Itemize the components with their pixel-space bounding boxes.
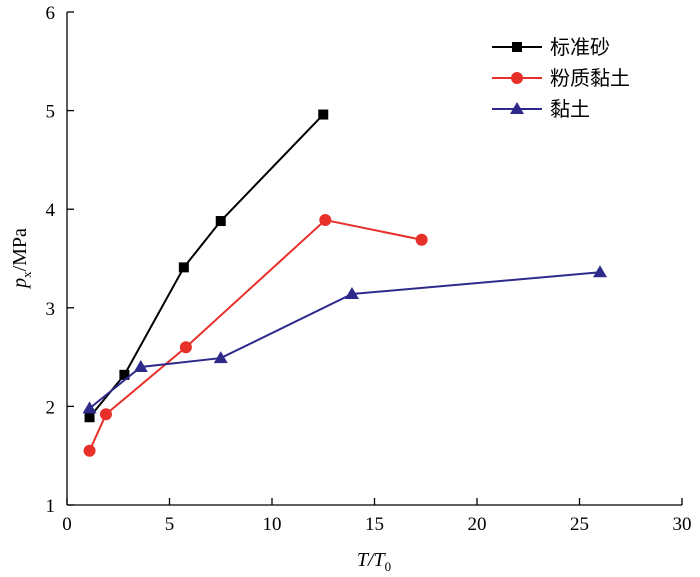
data-point <box>318 109 329 120</box>
legend-item: 标准砂 <box>492 35 610 59</box>
data-point <box>83 444 96 457</box>
x-axis-label-sub: 0 <box>385 559 392 574</box>
data-point <box>344 286 359 299</box>
legend-marker <box>510 102 524 114</box>
legend-label: 标准砂 <box>550 35 610 59</box>
legend-item: 黏土 <box>492 97 590 121</box>
data-point <box>415 233 428 246</box>
data-point <box>213 351 228 364</box>
x-tick-label: 10 <box>263 514 282 535</box>
x-tick-label: 5 <box>165 514 175 535</box>
y-tick-label: 1 <box>46 496 56 517</box>
series-line <box>88 271 601 410</box>
x-axis-label-main: T/T <box>357 549 387 571</box>
data-point <box>133 359 148 372</box>
x-tick-label: 0 <box>62 514 72 535</box>
legend-item: 粉质黏土 <box>492 66 630 90</box>
y-axis-label-main: p <box>9 278 31 290</box>
x-axis-label: T/T0 <box>357 549 391 574</box>
series-1 <box>84 109 329 423</box>
y-axis-label-rest: /MPa <box>9 228 31 271</box>
data-point <box>179 341 192 354</box>
y-tick-label: 5 <box>46 102 56 123</box>
data-point <box>178 262 189 273</box>
x-tick-label: 20 <box>468 514 487 535</box>
y-tick-label: 3 <box>46 299 56 320</box>
series-layer <box>82 109 607 457</box>
data-point <box>84 412 95 423</box>
legend-marker <box>511 72 523 84</box>
y-axis-label-sub: x <box>19 271 34 278</box>
y-tick-label: 6 <box>46 3 56 24</box>
x-tick-label: 30 <box>673 514 692 535</box>
x-tick-label: 15 <box>365 514 384 535</box>
axis-ticks: 0 5 10 15 20 25 30 1 2 3 4 5 6 <box>46 3 692 535</box>
data-point <box>319 214 332 227</box>
legend-label: 黏土 <box>550 97 590 121</box>
series-3 <box>82 265 607 414</box>
y-axis-label: px/MPa <box>9 228 34 290</box>
data-point <box>119 369 130 380</box>
y-tick-label: 4 <box>46 200 56 221</box>
series-line <box>88 218 422 452</box>
data-point <box>593 265 607 278</box>
legend-label: 粉质黏土 <box>550 66 630 90</box>
data-point <box>99 408 112 421</box>
data-point <box>215 216 226 227</box>
x-tick-label: 25 <box>570 514 589 535</box>
series-2 <box>83 214 428 457</box>
y-tick-label: 2 <box>46 397 56 418</box>
data-point <box>82 401 97 414</box>
legend-marker <box>512 42 522 52</box>
